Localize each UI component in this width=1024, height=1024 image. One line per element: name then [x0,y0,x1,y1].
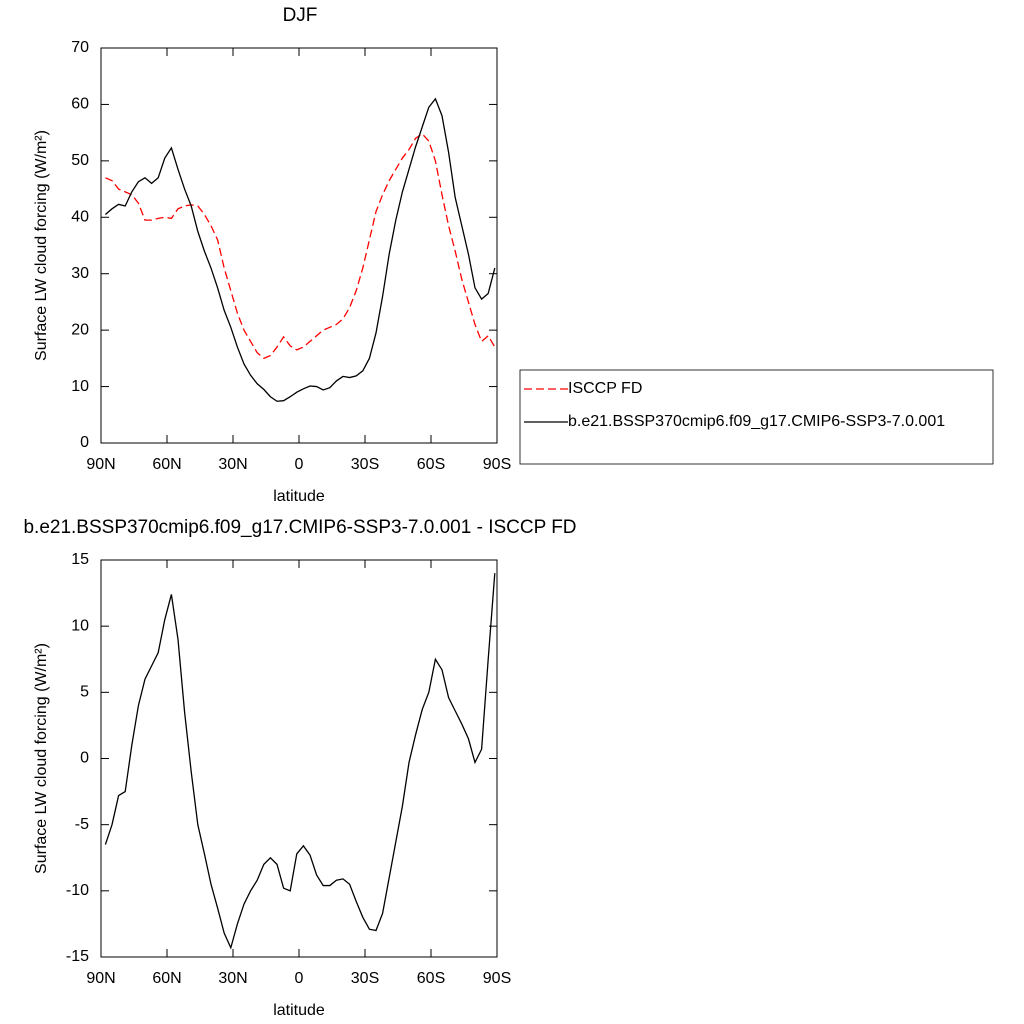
y-tick-label: 70 [71,39,89,56]
y-tick-label: 60 [71,96,89,113]
y-tick-label: 50 [71,152,89,169]
line-series [104,573,496,950]
x-tick-label: 0 [295,456,304,473]
y-axis-label: Surface LW cloud forcing (W/m²) [33,130,50,361]
y-tick-label: 5 [80,684,89,701]
x-tick-label: 60S [417,970,445,987]
line-series [105,132,496,360]
x-tick-label: 60S [417,456,445,473]
x-tick-label: 90N [86,970,115,987]
line-series [104,97,496,402]
x-axis-label: latitude [273,488,325,505]
chart-title: b.e21.BSSP370cmip6.f09_g17.CMIP6-SSP3-7.… [23,517,576,538]
legend-box [519,369,994,465]
y-tick-label: -5 [75,816,89,833]
x-tick-label: 90S [483,970,511,987]
x-tick-label: 30N [218,456,247,473]
x-tick-label: 30S [351,456,379,473]
y-tick-label: 0 [80,750,89,767]
x-axis-label: latitude [273,1002,325,1019]
x-tick-label: 60N [152,970,181,987]
y-tick-label: 0 [80,434,89,451]
y-tick-label: -15 [66,948,89,965]
y-tick-label: 10 [71,617,89,634]
y-tick-label: 40 [71,209,89,226]
plot-frame [100,559,498,958]
x-tick-label: 30N [218,970,247,987]
y-tick-label: 30 [71,265,89,282]
y-axis-label: Surface LW cloud forcing (W/m²) [33,643,50,874]
x-tick-label: 90S [483,456,511,473]
legend-label: b.e21.BSSP370cmip6.f09_g17.CMIP6-SSP3-7.… [568,413,945,430]
y-tick-label: 15 [71,551,89,568]
y-tick-label: 10 [71,378,89,395]
plot-frame [100,47,498,444]
x-tick-label: 0 [295,970,304,987]
x-tick-label: 60N [152,456,181,473]
y-tick-label: 20 [71,321,89,338]
x-tick-label: 90N [86,456,115,473]
x-tick-label: 30S [351,970,379,987]
legend-label: ISCCP FD [568,380,642,397]
y-tick-label: -10 [66,882,89,899]
chart-title: DJF [283,5,318,26]
